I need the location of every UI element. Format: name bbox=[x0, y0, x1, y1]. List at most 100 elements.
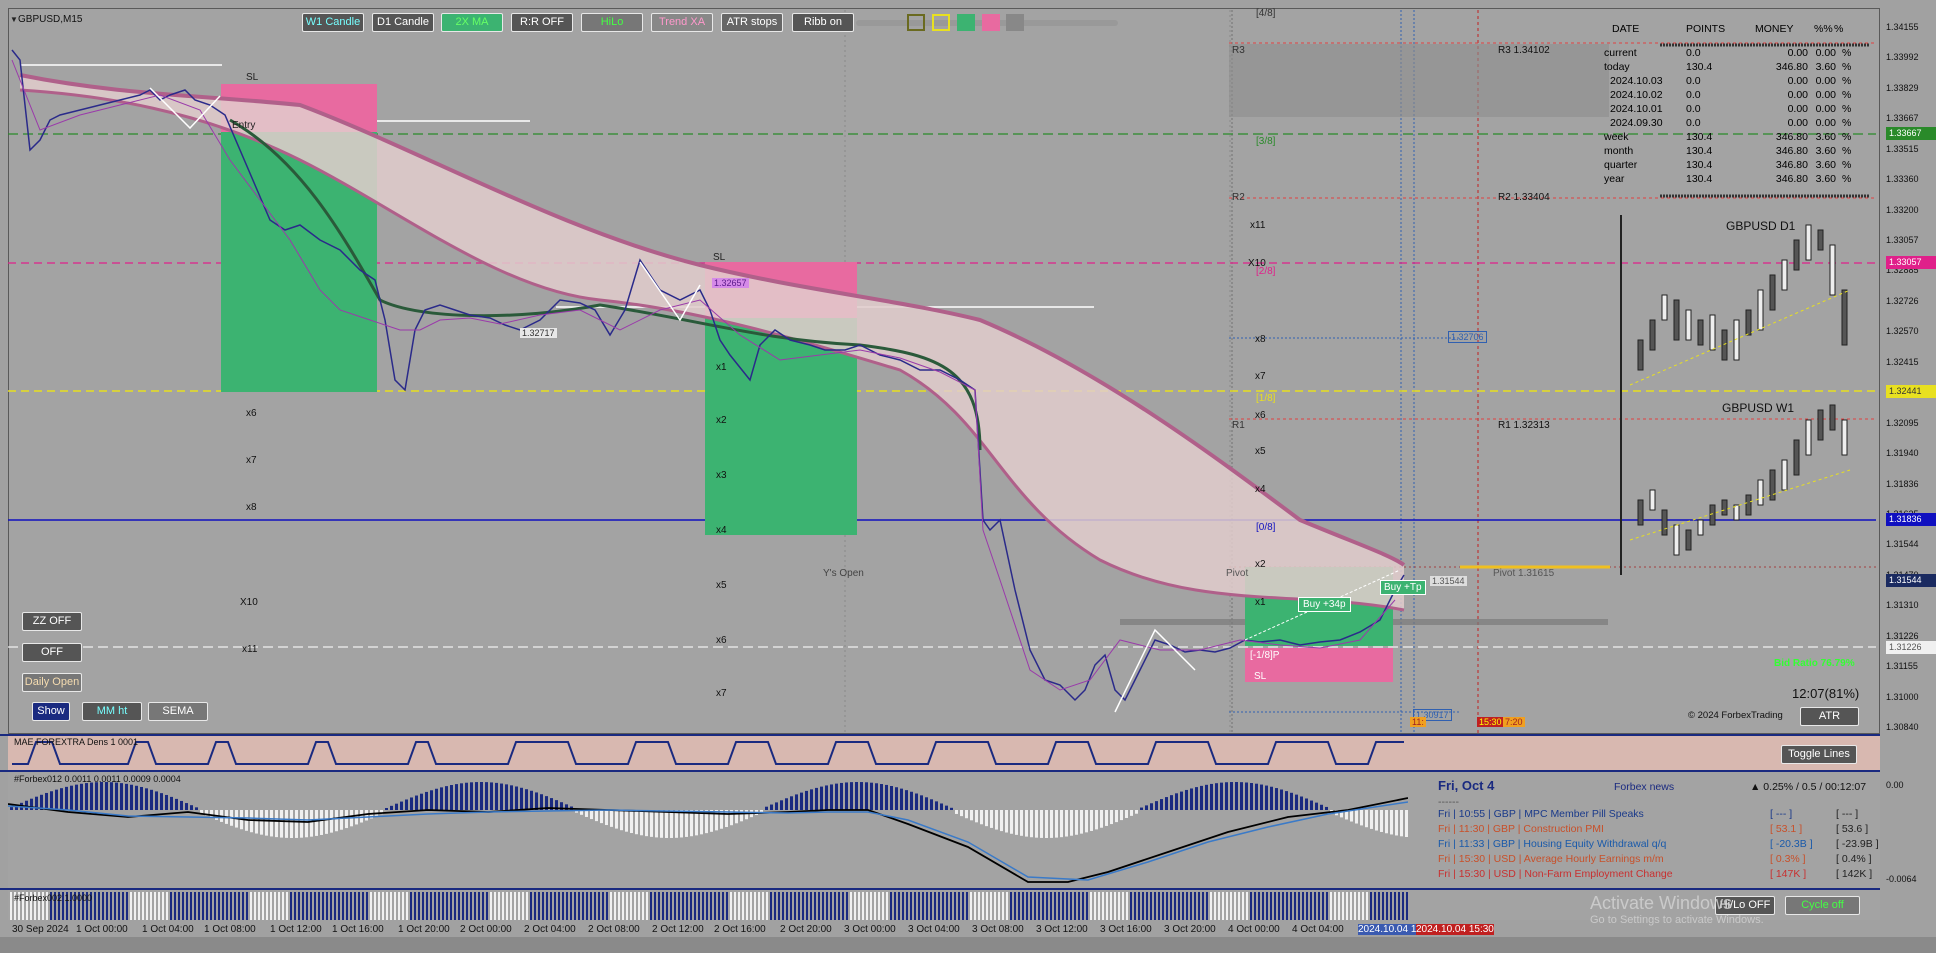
news-item-actual: [ 0.3% ] bbox=[1770, 853, 1806, 865]
forbex002-bar bbox=[778, 892, 780, 920]
off-button[interactable]: OFF bbox=[22, 643, 82, 662]
histogram-bar bbox=[1045, 810, 1048, 838]
daily-open-button[interactable]: Daily Open bbox=[22, 673, 82, 692]
forbex002-bar bbox=[1230, 892, 1232, 920]
rr-off-button[interactable]: R:R OFF bbox=[511, 13, 573, 32]
d1-candle-button[interactable]: D1 Candle bbox=[372, 13, 434, 32]
stats-cell: % bbox=[1842, 159, 1852, 171]
show-button[interactable]: Show bbox=[32, 702, 70, 721]
forbex002-bar bbox=[358, 892, 360, 920]
forbex002-bar bbox=[822, 892, 824, 920]
forbex002-bar bbox=[190, 892, 192, 920]
color-swatch-olive[interactable] bbox=[907, 14, 925, 31]
forbex002-bar bbox=[878, 892, 880, 920]
forbex002-bar bbox=[1090, 892, 1092, 920]
toggle-lines-button[interactable]: Toggle Lines bbox=[1781, 745, 1857, 764]
histogram-bar bbox=[775, 802, 778, 810]
mm-ht-button[interactable]: MM ht bbox=[82, 702, 142, 721]
news-item-text: Fri | 10:55 | GBP | MPC Member Pill Spea… bbox=[1438, 808, 1644, 820]
color-swatch-yellow[interactable] bbox=[932, 14, 950, 31]
histogram-bar bbox=[50, 791, 53, 810]
forbex002-bar bbox=[1186, 892, 1188, 920]
x4-label-c: x4 bbox=[1255, 484, 1266, 495]
hilo-button[interactable]: HiLo bbox=[581, 13, 643, 32]
histogram-bar bbox=[45, 792, 48, 810]
histogram-bar bbox=[715, 810, 718, 831]
forbex002-bar bbox=[754, 892, 756, 920]
histogram-bar bbox=[910, 791, 913, 810]
forbex002-bar bbox=[910, 892, 912, 920]
news-item[interactable]: Fri | 10:55 | GBP | MPC Member Pill Spea… bbox=[1438, 807, 1868, 822]
forbex002-bar bbox=[650, 892, 652, 920]
histogram-bar bbox=[710, 810, 713, 832]
hilo-off-button[interactable]: Hi/Lo OFF bbox=[1715, 896, 1775, 915]
forbex002-bar bbox=[770, 892, 772, 920]
forbex002-bar bbox=[1254, 892, 1256, 920]
histogram-bar bbox=[1395, 810, 1398, 836]
histogram-bar bbox=[1080, 810, 1083, 834]
histogram-bar bbox=[1235, 782, 1238, 810]
2x-ma-button[interactable]: 2X MA bbox=[441, 13, 503, 32]
time-tick: 3 Oct 08:00 bbox=[972, 924, 1024, 935]
forbex002-bar bbox=[570, 892, 572, 920]
time-tick: 3 Oct 16:00 bbox=[1100, 924, 1152, 935]
time-tick: 2 Oct 12:00 bbox=[652, 924, 704, 935]
forbex002-bars bbox=[10, 892, 1408, 920]
histogram-bar bbox=[500, 783, 503, 810]
forbex002-bar bbox=[502, 892, 504, 920]
forbex002-bar bbox=[1250, 892, 1252, 920]
price-tick: 1.30840 bbox=[1886, 722, 1919, 732]
forbex002-bar bbox=[198, 892, 200, 920]
sl-label-3: SL bbox=[1254, 671, 1267, 682]
histogram-bar bbox=[800, 792, 803, 810]
forbex002-bar bbox=[14, 892, 16, 920]
trend-xa-button[interactable]: Trend XA bbox=[651, 13, 713, 32]
cycle-off-button[interactable]: Cycle off bbox=[1785, 896, 1860, 915]
forbex002-bar bbox=[126, 892, 128, 920]
histogram-bar bbox=[1185, 789, 1188, 810]
news-item[interactable]: Fri | 15:30 | USD | Average Hourly Earni… bbox=[1438, 852, 1872, 867]
forbex002-bar bbox=[826, 892, 828, 920]
forbex002-bar bbox=[398, 892, 400, 920]
zz-off-button[interactable]: ZZ OFF bbox=[22, 612, 82, 631]
w1-candle-button[interactable]: W1 Candle bbox=[302, 13, 364, 32]
forbex002-bar bbox=[1398, 892, 1400, 920]
sema-button[interactable]: SEMA bbox=[148, 702, 208, 721]
forbex002-bar bbox=[542, 892, 544, 920]
forbex002-bar bbox=[1174, 892, 1176, 920]
histogram-bar bbox=[1130, 810, 1133, 816]
forbex002-bar bbox=[678, 892, 680, 920]
news-item-text: Fri | 11:30 | GBP | Construction PMI bbox=[1438, 823, 1604, 835]
forbex002-bar bbox=[154, 892, 156, 920]
forbex002-bar bbox=[522, 892, 524, 920]
histogram-bar bbox=[1135, 810, 1138, 814]
color-swatch-green[interactable] bbox=[957, 14, 975, 31]
forbex002-bar bbox=[746, 892, 748, 920]
ribbon-on-button[interactable]: Ribb on bbox=[792, 13, 854, 32]
forbex002-bar bbox=[954, 892, 956, 920]
histogram-bar bbox=[1215, 783, 1218, 810]
forbex002-bar bbox=[742, 892, 744, 920]
news-item[interactable]: Fri | 11:33 | GBP | Housing Equity Withd… bbox=[1438, 837, 1879, 852]
color-swatch-grey[interactable] bbox=[1006, 14, 1024, 31]
news-item[interactable]: Fri | 11:30 | GBP | Construction PMI [ 53… bbox=[1438, 822, 1868, 837]
histogram-bar bbox=[340, 810, 343, 830]
stats-cell: 2024.09.30 bbox=[1610, 117, 1663, 129]
histogram-bar bbox=[65, 786, 68, 810]
forbex002-bar bbox=[210, 892, 212, 920]
histogram-bar bbox=[265, 810, 268, 836]
histogram-bar bbox=[1365, 810, 1368, 828]
stats-cell: 346.80 bbox=[1775, 131, 1808, 143]
atr-stops-button[interactable]: ATR stops bbox=[721, 13, 783, 32]
histogram-bar bbox=[1160, 799, 1163, 810]
forbex002-bar bbox=[1234, 892, 1236, 920]
collapse-icon[interactable]: ▼ bbox=[10, 15, 18, 24]
stats-cell: % bbox=[1842, 89, 1852, 101]
atr-button[interactable]: ATR bbox=[1800, 707, 1859, 726]
forbex002-bar bbox=[714, 892, 716, 920]
histogram-bar bbox=[1265, 785, 1268, 810]
news-item[interactable]: Fri | 15:30 | USD | Non-Farm Employment … bbox=[1438, 867, 1872, 882]
color-swatch-pink[interactable] bbox=[982, 14, 1000, 31]
forbex002-bar bbox=[974, 892, 976, 920]
